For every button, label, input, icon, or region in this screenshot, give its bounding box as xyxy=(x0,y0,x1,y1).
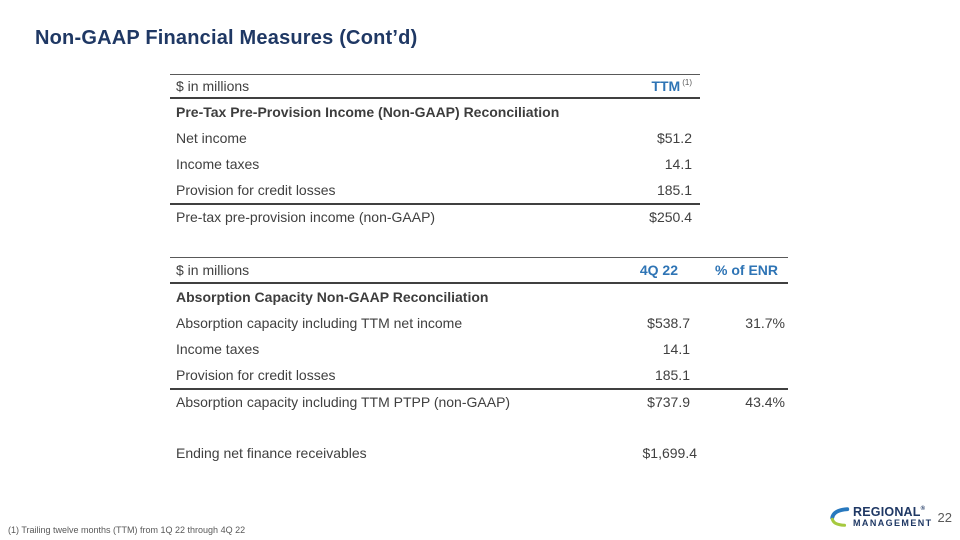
row-value: 14.1 xyxy=(664,156,692,172)
total-value: $737.9 xyxy=(647,394,690,410)
units-label: $ in millions xyxy=(176,78,250,94)
table-section-row: Absorption Capacity Non-GAAP Reconciliat… xyxy=(170,284,788,310)
total-label: Pre-tax pre-provision income (non-GAAP) xyxy=(176,209,436,225)
table-row: Income taxes 14.1 xyxy=(170,151,700,177)
registered-mark: ® xyxy=(920,506,926,513)
section-title: Pre-Tax Pre-Provision Income (Non-GAAP) … xyxy=(176,104,560,120)
logo-text: REGIONAL® MANAGEMENT xyxy=(853,505,933,528)
row-label: Provision for credit losses xyxy=(176,367,336,383)
table-row: Income taxes 14.1 xyxy=(170,336,788,362)
table-row: Provision for credit losses 185.1 xyxy=(170,362,788,388)
row-label: Ending net finance receivables xyxy=(176,445,367,461)
ending-receivables-row: Ending net finance receivables $1,699.4 xyxy=(170,440,788,466)
company-logo: REGIONAL® MANAGEMENT 22 xyxy=(827,506,952,528)
row-value: $51.2 xyxy=(656,130,692,146)
column-header-4q22: 4Q 22 xyxy=(639,262,678,278)
row-label: Income taxes xyxy=(176,341,260,357)
row-value: $1,699.4 xyxy=(642,445,698,461)
absorption-capacity-table: $ in millions 4Q 22 % of ENR Absorption … xyxy=(170,257,788,414)
total-value: $250.4 xyxy=(649,209,692,225)
table-total-row: Absorption capacity including TTM PTPP (… xyxy=(170,388,788,414)
pre-tax-pre-provision-table: $ in millions TTM (1) Pre-Tax Pre-Provisi… xyxy=(170,74,700,229)
table-total-row: Pre-tax pre-provision income (non-GAAP) … xyxy=(170,203,700,229)
row-value: $538.7 xyxy=(647,315,690,331)
logo-word: REGIONAL xyxy=(853,505,921,520)
table-header-row: $ in millions 4Q 22 % of ENR xyxy=(170,258,788,284)
total-label: Absorption capacity including TTM PTPP (… xyxy=(176,394,511,410)
total-pct: 43.4% xyxy=(745,394,785,410)
row-value: 14.1 xyxy=(662,341,690,357)
row-label: Net income xyxy=(176,130,247,146)
footnote-marker: (1) xyxy=(682,78,692,88)
column-header-pct-of-enr: % of ENR xyxy=(715,262,778,278)
section-title: Absorption Capacity Non-GAAP Reconciliat… xyxy=(176,289,489,305)
units-label: $ in millions xyxy=(176,262,250,278)
row-value: 185.1 xyxy=(656,182,692,198)
footnote: (1) Trailing twelve months (TTM) from 1Q… xyxy=(8,525,246,535)
row-value: 185.1 xyxy=(654,367,690,383)
table-row: Provision for credit losses 185.1 xyxy=(170,177,700,203)
ttm-label: TTM xyxy=(651,78,681,94)
column-header-ttm: TTM (1) xyxy=(580,78,700,94)
table-header-row: $ in millions TTM (1) xyxy=(170,75,700,99)
table-row: Net income $51.2 xyxy=(170,125,700,151)
logo-line-management: MANAGEMENT xyxy=(853,517,933,528)
logo-swoosh-icon xyxy=(830,507,850,527)
logo-line-regional: REGIONAL® xyxy=(853,505,933,520)
table-section-row: Pre-Tax Pre-Provision Income (Non-GAAP) … xyxy=(170,99,700,125)
row-label: Income taxes xyxy=(176,156,260,172)
table-row: Absorption capacity including TTM net in… xyxy=(170,310,788,336)
page-title: Non-GAAP Financial Measures (Cont’d) xyxy=(35,27,418,49)
row-label: Provision for credit losses xyxy=(176,182,336,198)
row-pct: 31.7% xyxy=(745,315,785,331)
page-number: 22 xyxy=(937,509,952,525)
row-label: Absorption capacity including TTM net in… xyxy=(176,315,463,331)
